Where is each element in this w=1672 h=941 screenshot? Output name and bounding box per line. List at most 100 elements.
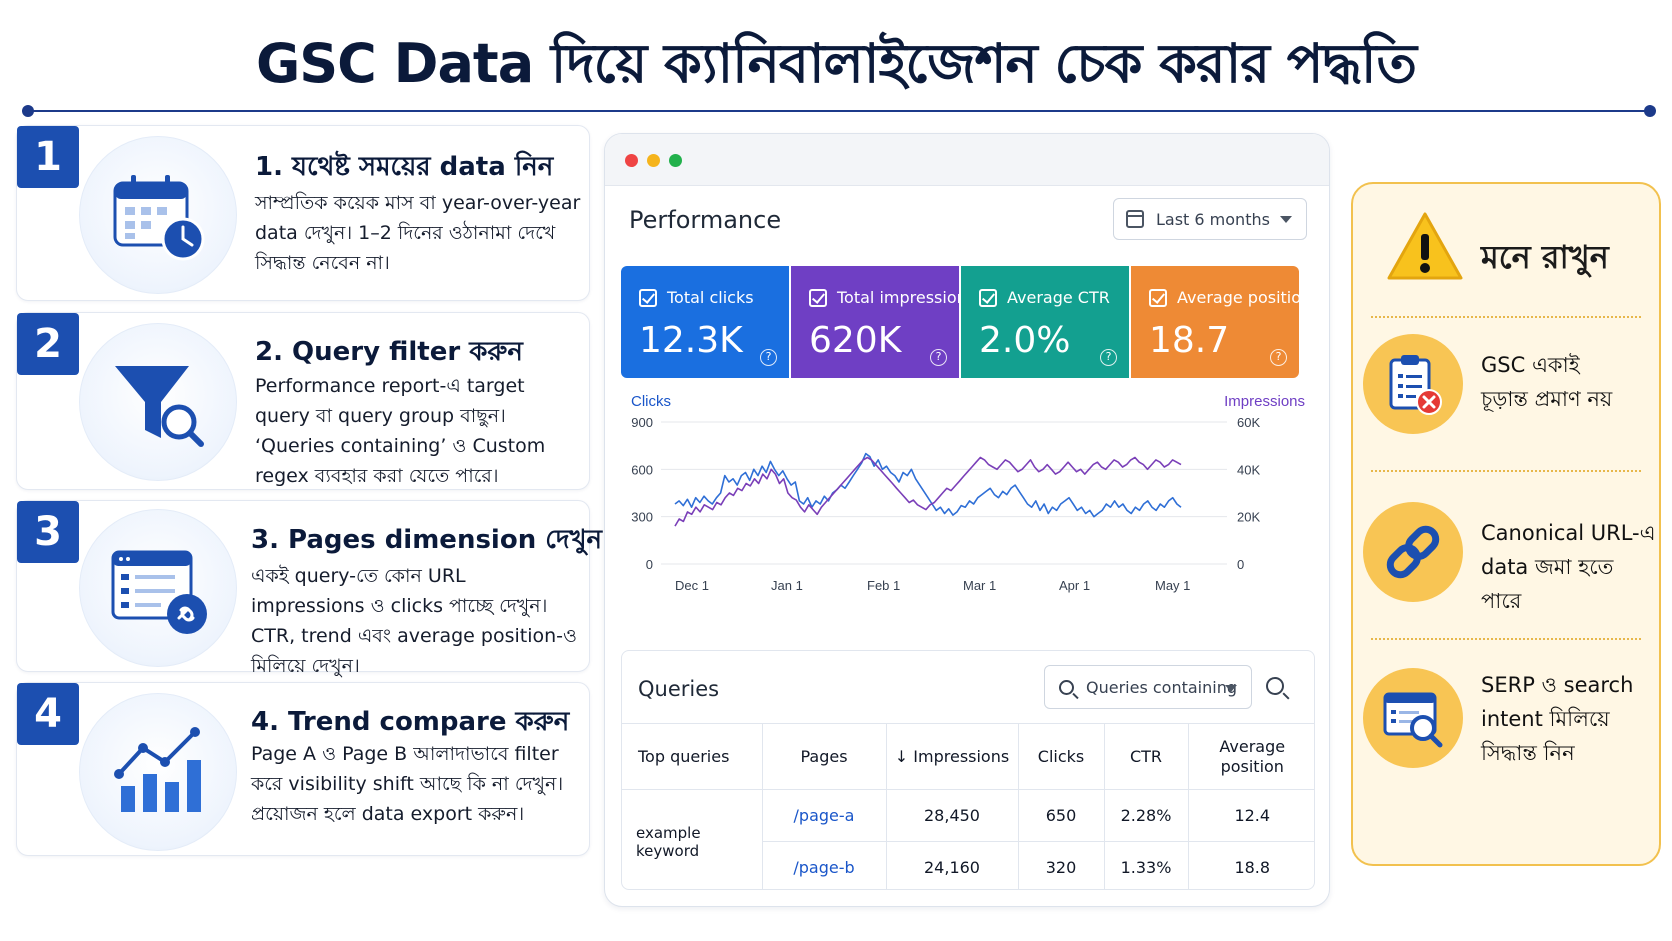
right-tick-label: 20K: [1237, 510, 1260, 525]
warning-icon: [1387, 212, 1463, 280]
series-line-clicks: [674, 452, 1182, 518]
x-tick-label: Jan 1: [771, 578, 803, 593]
search-icon: [1059, 679, 1074, 695]
performance-panel: Performance Last 6 months Total clicks 1…: [604, 133, 1330, 907]
maximize-dot[interactable]: [669, 154, 682, 167]
position-cell: 18.8: [1187, 841, 1314, 889]
column-header-label: Impressions: [913, 747, 1010, 766]
page-link[interactable]: /page-b: [761, 841, 886, 889]
right-axis-label: Impressions: [1224, 393, 1305, 410]
impressions-cell: 28,450: [885, 789, 1018, 842]
chevron-down-icon: [1225, 685, 1237, 692]
metric-average-ctr[interactable]: Average CTR 2.0% ?: [961, 266, 1129, 378]
metric-total-impressions[interactable]: Total impressions 620K ?: [791, 266, 975, 378]
queries-filter-select[interactable]: Queries containing: [1044, 665, 1252, 709]
metric-total-clicks[interactable]: Total clicks 12.3K ?: [621, 266, 789, 378]
calendar-clock-icon: [79, 136, 237, 294]
step-body: Performance report-এ target query বা que…: [255, 375, 546, 487]
checkbox-icon[interactable]: [639, 288, 657, 307]
metric-label: Average position: [1177, 288, 1312, 307]
divider: [1371, 470, 1641, 472]
column-header[interactable]: CTR: [1103, 723, 1188, 790]
date-range-label: Last 6 months: [1156, 209, 1270, 229]
clicks-cell: 650: [1017, 789, 1104, 842]
page-link-icon: [79, 509, 237, 667]
help-icon[interactable]: ?: [1100, 349, 1117, 366]
remember-item-2: Canonical URL-এ data জমা হতে পারে: [1363, 502, 1659, 613]
left-tick-label: 300: [631, 510, 653, 525]
step-title: 1. যথেষ্ট সময়ের data নিন: [255, 152, 554, 182]
step-card-4: 4 4. Trend compare করুন Page A ও Page B …: [16, 682, 590, 856]
close-dot[interactable]: [625, 154, 638, 167]
metric-value: 12.3K: [639, 320, 743, 361]
checkbox-icon[interactable]: [809, 288, 827, 307]
window-titlebar: [605, 134, 1329, 186]
help-icon[interactable]: ?: [1270, 349, 1287, 366]
column-header[interactable]: Top queries: [622, 723, 762, 790]
column-header[interactable]: Average position: [1187, 723, 1314, 790]
position-cell: 12.4: [1187, 789, 1314, 842]
queries-filter-label: Queries containing: [1086, 677, 1237, 697]
impressions-cell: 24,160: [885, 841, 1018, 889]
checkbox-icon[interactable]: [1149, 288, 1167, 307]
remember-text-line: Canonical URL-এ: [1481, 521, 1656, 545]
metric-label: Average CTR: [1007, 288, 1110, 307]
column-header[interactable]: Clicks: [1017, 723, 1104, 790]
checkbox-icon[interactable]: [979, 288, 997, 307]
page-link[interactable]: /page-a: [761, 789, 886, 842]
remember-item-3: SERP ও search intent মিলিয়ে সিদ্ধান্ত ন…: [1363, 668, 1659, 778]
ctr-cell: 1.33%: [1103, 841, 1188, 889]
step-number: 1: [17, 126, 79, 188]
help-icon[interactable]: ?: [930, 349, 947, 366]
search-icon[interactable]: [1266, 677, 1284, 695]
calendar-icon: [1126, 210, 1144, 228]
series-line-impressions: [674, 456, 1182, 527]
column-header-impressions[interactable]: ↓ Impressions: [885, 723, 1018, 790]
metric-label: Total impressions: [837, 288, 976, 307]
remember-panel: মনে রাখুন GSC একাই চূড়ান্ত প্রমাণ নয়: [1351, 182, 1661, 866]
x-tick-label: May 1: [1155, 578, 1190, 593]
metric-average-position[interactable]: Average position 18.7 ?: [1131, 266, 1311, 378]
step-body: Page A ও Page B আলাদাভাবে filter করে vis…: [251, 743, 564, 825]
x-tick-label: Apr 1: [1059, 578, 1090, 593]
clicks-cell: 320: [1017, 841, 1104, 889]
step-title: 4. Trend compare করুন: [251, 707, 570, 737]
left-tick-label: 600: [631, 462, 653, 477]
step-card-2: 2 2. Query filter করুন Performance repor…: [16, 312, 590, 490]
step-title: 3. Pages dimension দেখুন: [251, 525, 603, 555]
table-row: /page-b 24,160 320 1.33% 18.8: [622, 841, 1314, 889]
right-tick-label: 60K: [1237, 415, 1260, 430]
chevron-down-icon: [1280, 216, 1292, 223]
remember-text-line: intent মিলিয়ে: [1481, 707, 1610, 731]
date-range-select[interactable]: Last 6 months: [1113, 198, 1307, 240]
left-axis-label: Clicks: [631, 393, 671, 410]
title-divider: [22, 105, 1656, 117]
remember-text-line: চূড়ান্ত প্রমাণ নয়: [1481, 387, 1613, 411]
help-icon[interactable]: ?: [760, 349, 777, 366]
column-header[interactable]: Pages: [761, 723, 886, 790]
chain-link-icon: [1363, 502, 1463, 602]
step-body: একই query-তে কোন URL impressions ও click…: [251, 565, 577, 677]
page-title: GSC Data দিয়ে ক্যানিবালাইজেশন চেক করার …: [255, 32, 1417, 95]
minimize-dot[interactable]: [647, 154, 660, 167]
queries-table-card: Queries Queries containing Top queries P…: [621, 650, 1315, 890]
query-cell[interactable]: example keyword: [622, 789, 762, 889]
left-tick-label: 0: [646, 557, 653, 572]
table-header-row: Top queries Pages ↓ Impressions Clicks C…: [622, 723, 1314, 790]
remember-text-line: GSC একাই: [1481, 353, 1580, 377]
remember-item-1: GSC একাই চূড়ান্ত প্রমাণ নয়: [1363, 334, 1659, 444]
metric-value: 620K: [809, 320, 902, 361]
x-tick-label: Feb 1: [867, 578, 900, 593]
table-row: example keyword /page-a 28,450 650 2.28%…: [622, 789, 1314, 889]
right-tick-label: 0: [1237, 557, 1244, 572]
step-number: 2: [17, 313, 79, 375]
divider: [1371, 316, 1641, 318]
metric-value: 2.0%: [979, 320, 1071, 361]
metric-value: 18.7: [1149, 320, 1230, 361]
x-tick-label: Mar 1: [963, 578, 996, 593]
performance-title: Performance: [629, 206, 782, 234]
step-number: 3: [17, 501, 79, 563]
queries-title: Queries: [638, 677, 720, 701]
ctr-cell: 2.28%: [1103, 789, 1188, 842]
queries-table: Top queries Pages ↓ Impressions Clicks C…: [622, 723, 1314, 889]
